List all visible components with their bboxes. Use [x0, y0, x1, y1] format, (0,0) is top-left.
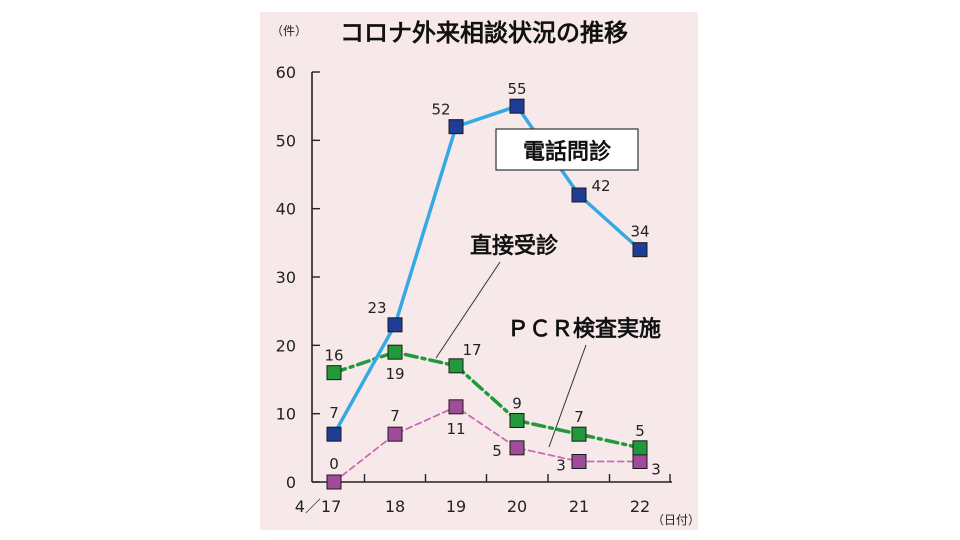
x-tick-label: 4／17: [295, 497, 342, 516]
y-tick-label: 50: [276, 131, 296, 150]
data-point: [509, 98, 525, 114]
data-label: 55: [507, 80, 526, 98]
data-label: 19: [385, 365, 404, 383]
data-label: 7: [329, 404, 339, 422]
data-point: [448, 399, 464, 415]
data-point: [509, 440, 525, 456]
data-label: 3: [556, 457, 566, 475]
x-unit-label: （日付）: [652, 513, 700, 527]
y-tick-label: 20: [276, 336, 296, 355]
data-label: 34: [630, 223, 649, 241]
data-label: 5: [492, 442, 502, 460]
series-line: [333, 405, 641, 483]
data-point: [632, 440, 648, 456]
series-line: [332, 104, 642, 436]
series-line: [332, 350, 642, 450]
data-label: 17: [462, 341, 481, 359]
data-point: [326, 474, 342, 490]
data-point: [387, 317, 403, 333]
data-point: [632, 454, 648, 469]
series-annotation: 直接受診: [470, 233, 559, 259]
y-unit-label: （件）: [271, 24, 307, 38]
data-point: [326, 365, 342, 381]
data-label: 16: [324, 347, 343, 365]
y-tick-label: 40: [276, 200, 296, 219]
y-tick-label: 10: [276, 405, 296, 424]
data-label: 3: [651, 461, 661, 479]
data-label: 7: [574, 408, 584, 426]
data-point: [448, 358, 464, 374]
x-tick-label: 19: [446, 497, 466, 516]
data-label: 7: [390, 407, 400, 425]
leader-line: [548, 344, 587, 448]
data-label: 23: [367, 299, 386, 317]
chart-title: コロナ外来相談状況の推移: [340, 19, 628, 47]
x-tick-label: 22: [630, 497, 650, 516]
data-label: 5: [635, 422, 645, 440]
data-point: [632, 242, 648, 258]
x-tick-label: 21: [569, 497, 589, 516]
series-annotation: ＰＣＲ検査実施: [507, 316, 661, 342]
y-tick-label: 60: [276, 63, 296, 82]
data-label: 42: [591, 177, 610, 195]
data-point: [571, 454, 587, 469]
data-point: [571, 187, 587, 203]
series-annotation-box: [495, 128, 639, 171]
data-label: 52: [431, 101, 450, 119]
data-label: 11: [446, 420, 465, 438]
y-tick-label: 0: [286, 473, 296, 492]
data-point: [387, 344, 403, 360]
data-point: [448, 119, 464, 135]
x-tick-label: 18: [385, 497, 405, 516]
data-label: 9: [512, 395, 522, 413]
data-point: [509, 413, 525, 428]
leader-line: [435, 261, 501, 359]
data-point: [387, 426, 403, 442]
data-point: [326, 426, 342, 442]
series-annotation: 電話問診: [523, 139, 612, 165]
data-point: [571, 426, 587, 442]
data-label: 0: [329, 455, 339, 473]
x-tick-label: 20: [507, 497, 527, 516]
y-tick-label: 30: [276, 268, 296, 287]
